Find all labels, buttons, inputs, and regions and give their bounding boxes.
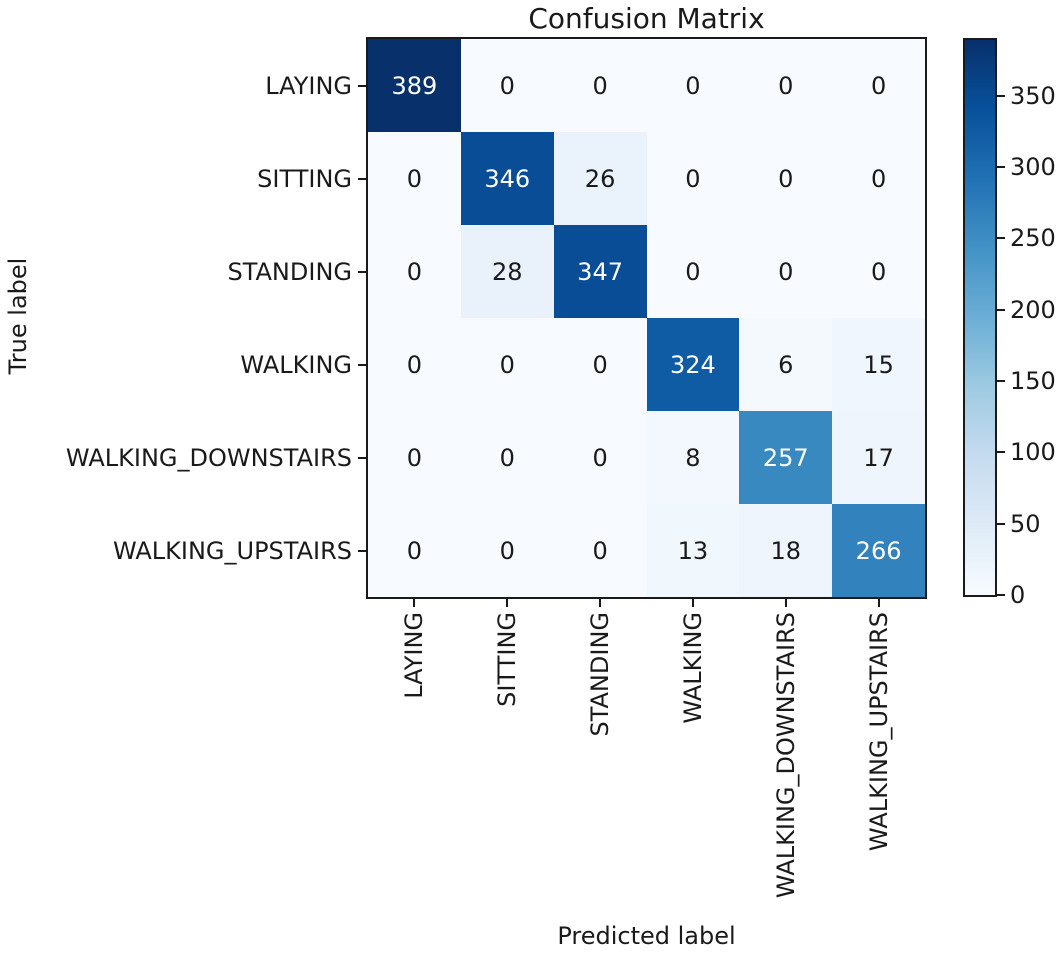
x-tick-mark (413, 599, 416, 607)
heatmap-cell: 0 (368, 504, 461, 597)
y-tick-label: WALKING_DOWNSTAIRS (65, 443, 352, 472)
x-axis-label: Predicted label (557, 922, 736, 950)
x-tick-mark (691, 599, 694, 607)
heatmap-cell: 324 (646, 318, 740, 411)
x-tick-label: SITTING (485, 612, 529, 707)
heatmap-cell: 0 (646, 132, 740, 225)
heatmap-cell: 15 (832, 318, 925, 411)
y-tick-mark (358, 549, 366, 552)
heatmap-cell: 0 (553, 39, 647, 132)
y-tick-mark (358, 177, 366, 180)
heatmap-cell: 0 (368, 318, 461, 411)
colorbar-tick-label: 100 (1010, 438, 1056, 467)
colorbar-tick-mark (997, 522, 1005, 525)
x-tick-label-text: WALKING_UPSTAIRS (864, 612, 893, 852)
colorbar-tick-mark (997, 379, 1005, 382)
colorbar-tick-mark (997, 308, 1005, 311)
heatmap-cell: 389 (368, 39, 461, 132)
heatmap-cell: 0 (368, 411, 461, 504)
heatmap-cell: 0 (646, 39, 740, 132)
heatmap-cell: 17 (832, 411, 925, 504)
x-tick-label: WALKING_UPSTAIRS (857, 612, 901, 851)
heatmap-cell: 0 (739, 39, 833, 132)
heatmap-cell: 0 (832, 132, 925, 225)
heatmap-cell: 0 (460, 411, 554, 504)
heatmap-cell: 0 (460, 39, 554, 132)
y-tick-mark (358, 270, 366, 273)
colorbar-tick-label: 250 (1010, 224, 1056, 253)
heatmap-cell: 0 (368, 132, 461, 225)
y-tick-mark (358, 456, 366, 459)
heatmap-plot: 389 0 0 0 0 0 0 346 26 0 0 0 0 28 347 0 0 0 0 0 0 324 6 15 0 0 0 8 2… (366, 37, 927, 599)
heatmap-cell: 28 (460, 225, 554, 318)
x-tick-mark (784, 599, 787, 607)
heatmap-cell: 18 (739, 504, 833, 597)
x-tick-mark (599, 599, 602, 607)
heatmap-cell: 0 (553, 411, 647, 504)
heatmap-cell: 0 (368, 225, 461, 318)
y-tick-label: LAYING (265, 71, 352, 100)
x-tick-mark (506, 599, 509, 607)
x-tick-label-text: LAYING (400, 612, 429, 699)
y-tick-label: WALKING_UPSTAIRS (112, 536, 352, 565)
colorbar-tick-label: 300 (1010, 152, 1056, 181)
heatmap-cell: 0 (553, 318, 647, 411)
x-tick-label: WALKING_DOWNSTAIRS (764, 612, 808, 898)
heatmap-cell: 0 (553, 504, 647, 597)
heatmap-cell: 0 (646, 225, 740, 318)
y-tick-mark (358, 363, 366, 366)
x-tick-label-text: SITTING (493, 612, 522, 707)
heatmap-cell: 346 (460, 132, 554, 225)
y-axis-label-text: True label (4, 257, 32, 375)
x-tick-label: LAYING (392, 612, 436, 699)
heatmap-cell: 266 (832, 504, 925, 597)
colorbar-tick-mark (997, 237, 1005, 240)
x-tick-label: WALKING (671, 612, 715, 724)
y-tick-label: SITTING (257, 164, 352, 193)
heatmap-cell: 347 (553, 225, 647, 318)
y-axis-label: True label (4, 258, 32, 379)
colorbar (963, 38, 997, 597)
heatmap-cell: 6 (739, 318, 833, 411)
colorbar-tick-label: 350 (1010, 81, 1056, 110)
heatmap-cell: 0 (832, 225, 925, 318)
colorbar-tick-label: 0 (1010, 581, 1026, 609)
heatmap-cell: 257 (739, 411, 833, 504)
colorbar-tick-mark (997, 165, 1005, 168)
x-tick-mark (877, 599, 880, 607)
colorbar-tick-mark (997, 94, 1005, 97)
heatmap-cell: 0 (739, 225, 833, 318)
colorbar-tick-label: 200 (1010, 295, 1056, 324)
colorbar-tick-mark (997, 594, 1005, 596)
heatmap-cell: 0 (739, 132, 833, 225)
x-tick-label-text: WALKING_DOWNSTAIRS (771, 612, 800, 899)
x-tick-label: STANDING (578, 612, 622, 737)
y-tick-label: STANDING (227, 257, 352, 286)
heatmap-cell: 0 (832, 39, 925, 132)
heatmap-cell: 0 (460, 318, 554, 411)
y-tick-mark (358, 84, 366, 87)
y-tick-label: WALKING (240, 350, 352, 379)
x-tick-label-text: STANDING (586, 612, 615, 737)
colorbar-tick-label: 50 (1010, 509, 1041, 538)
heatmap-cell: 26 (553, 132, 647, 225)
heatmap-cell: 0 (460, 504, 554, 597)
x-tick-label-text: WALKING (678, 612, 707, 724)
heatmap-cell: 8 (646, 411, 740, 504)
heatmap-cell: 13 (646, 504, 740, 597)
colorbar-tick-label: 150 (1010, 366, 1056, 395)
colorbar-tick-mark (997, 451, 1005, 454)
chart-title: Confusion Matrix (528, 2, 765, 35)
